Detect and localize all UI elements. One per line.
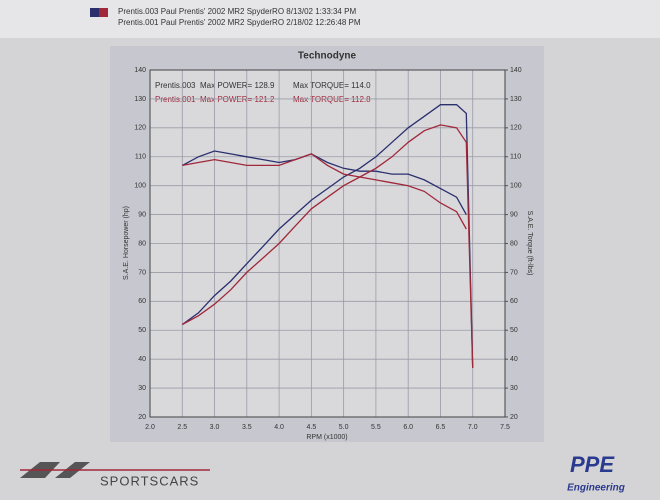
y2-tick-label: 30 bbox=[510, 385, 518, 392]
y2-tick-label: 40 bbox=[510, 356, 518, 363]
x-tick-label: 5.0 bbox=[339, 424, 349, 431]
series-line bbox=[182, 153, 467, 230]
swatch bbox=[90, 8, 99, 17]
header-line: Prentis.003 Paul Prentis' 2002 MR2 Spyde… bbox=[118, 7, 356, 16]
y-tick-label: 110 bbox=[135, 154, 146, 161]
series-line bbox=[181, 124, 474, 368]
y2-tick-label: 90 bbox=[510, 211, 518, 218]
logo-sub: Engineering bbox=[567, 483, 625, 494]
y-tick-label: 40 bbox=[138, 356, 146, 363]
x-tick-label: 4.0 bbox=[274, 424, 284, 431]
x-tick-label: 4.5 bbox=[306, 424, 316, 431]
y-tick-label: 30 bbox=[138, 385, 146, 392]
y2-tick-label: 110 bbox=[510, 154, 521, 161]
y2-tick-label: 140 bbox=[510, 67, 522, 74]
x-axis-label: RPM (x1000) bbox=[306, 434, 347, 441]
legend-name: Prentis.001 bbox=[155, 95, 196, 104]
y2-tick-label: 130 bbox=[510, 96, 522, 103]
plot: 20 30 40 50 60 70 80 90 100 110 120 130 140 20 30 40 50 6… bbox=[134, 67, 521, 431]
y2-axis-label: S.A.E. Torque (ft-lbs) bbox=[526, 211, 533, 276]
y-tick-label: 20 bbox=[138, 414, 146, 421]
y-tick-label: 60 bbox=[138, 298, 146, 305]
series-line bbox=[181, 150, 467, 215]
series-line bbox=[181, 104, 474, 368]
x-tick-label: 7.5 bbox=[500, 424, 510, 431]
y2-tick-label: 50 bbox=[510, 327, 518, 334]
x-tick-label: 3.0 bbox=[210, 424, 220, 431]
x-tick-label: 6.5 bbox=[436, 424, 446, 431]
x-tick-label: 2.5 bbox=[177, 424, 187, 431]
y-tick-label: 130 bbox=[134, 96, 146, 103]
header-band bbox=[0, 0, 660, 38]
legend-note: Max TORQUE= 112.8 bbox=[293, 95, 371, 104]
y-tick-label: 70 bbox=[138, 269, 146, 276]
y2-tick-label: 80 bbox=[510, 240, 518, 247]
x-tick-label: 6.0 bbox=[403, 424, 413, 431]
legend-note: Max TORQUE= 114.0 bbox=[293, 81, 371, 90]
legend-name: Prentis.003 bbox=[155, 81, 196, 90]
swatch bbox=[99, 8, 108, 17]
y2-tick-label: 20 bbox=[510, 414, 518, 421]
y-tick-label: 100 bbox=[134, 183, 146, 190]
x-tick-label: 3.5 bbox=[242, 424, 252, 431]
y-tick-label: 50 bbox=[138, 327, 146, 334]
y-tick-label: 80 bbox=[138, 240, 146, 247]
y2-tick-label: 70 bbox=[510, 269, 518, 276]
brand-mark bbox=[20, 462, 90, 478]
chart-title: Technodyne bbox=[298, 51, 357, 62]
y-tick-label: 140 bbox=[134, 67, 146, 74]
y2-tick-label: 100 bbox=[510, 183, 522, 190]
y-tick-label: 120 bbox=[134, 125, 146, 132]
legend-note: Max POWER= 128.9 bbox=[200, 81, 275, 90]
y2-tick-label: 120 bbox=[510, 125, 522, 132]
logo: PPE bbox=[570, 452, 615, 477]
y-axis-label: S.A.E. Horsepower (hp) bbox=[123, 206, 130, 280]
y-tick-label: 90 bbox=[138, 211, 146, 218]
header-line: Prentis.001 Paul Prentis' 2002 MR2 Spyde… bbox=[118, 18, 361, 27]
brand: SPORTSCARS bbox=[100, 473, 199, 488]
plot-frame bbox=[149, 69, 506, 418]
x-tick-label: 2.0 bbox=[145, 424, 155, 431]
y2-tick-label: 60 bbox=[510, 298, 518, 305]
x-tick-label: 5.5 bbox=[371, 424, 381, 431]
x-tick-label: 7.0 bbox=[468, 424, 478, 431]
legend-note: Max POWER= 121.2 bbox=[200, 95, 275, 104]
